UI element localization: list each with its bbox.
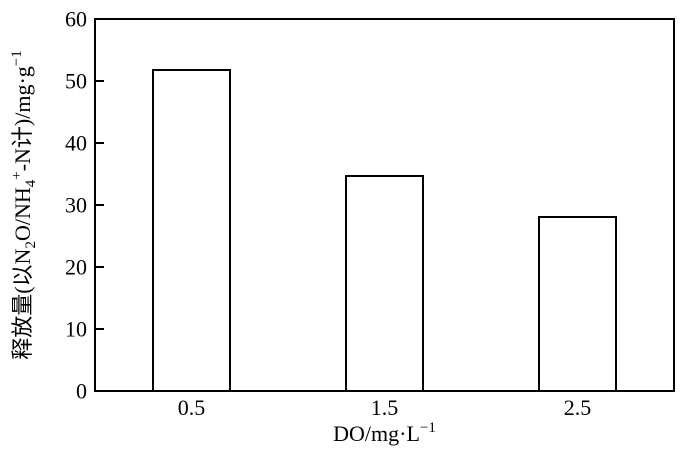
- bar: [537, 215, 618, 392]
- y-tick-label: 10: [65, 317, 87, 342]
- x-category-label: 0.5: [178, 395, 206, 420]
- y-tick-label: 20: [65, 255, 87, 280]
- y-tick-label: 40: [65, 131, 87, 156]
- y-tick-label: 30: [65, 193, 87, 218]
- y-tick-label: 0: [76, 379, 87, 404]
- bar: [344, 174, 425, 392]
- x-axis-title: DO/mg·L−1: [333, 420, 436, 446]
- y-axis-title: 释放量(以N2O/NH4+-N计)/mg·g−1: [9, 50, 39, 360]
- x-category-label: 1.5: [371, 395, 399, 420]
- x-category-label: 2.5: [564, 395, 592, 420]
- y-tick-label: 50: [65, 69, 87, 94]
- y-tick-label: 60: [65, 7, 87, 32]
- bar: [151, 68, 232, 392]
